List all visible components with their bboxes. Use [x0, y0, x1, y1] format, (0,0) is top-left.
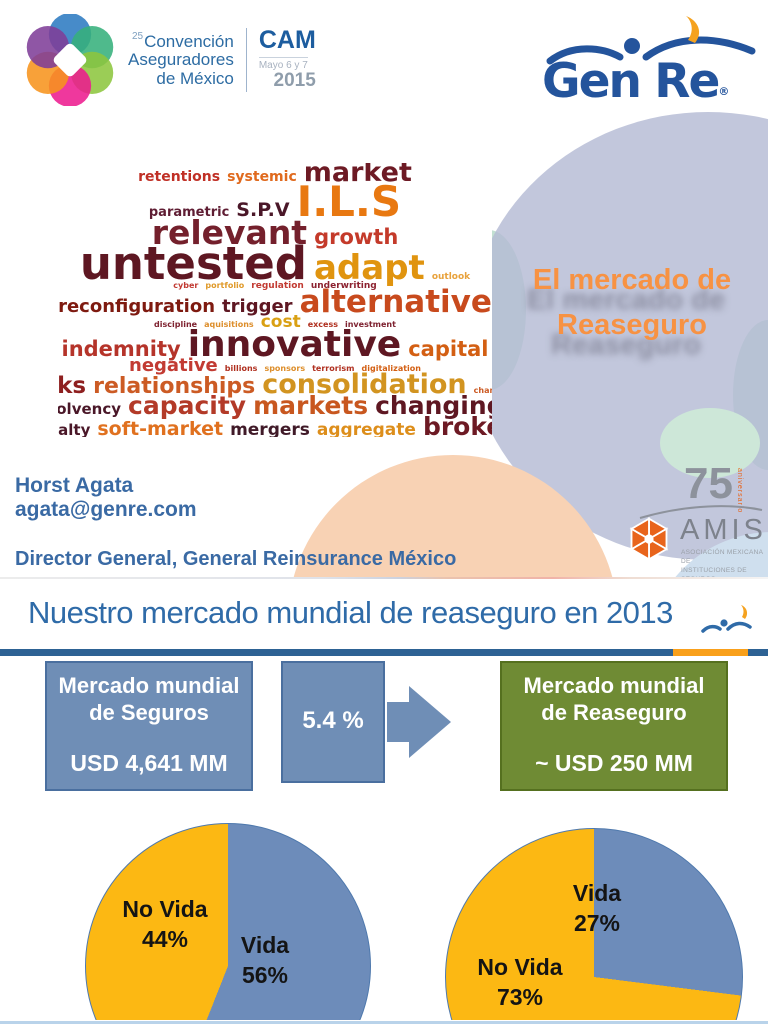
- wordcloud-word: brokers: [422, 411, 492, 437]
- wordcloud-word: indemnity: [61, 336, 181, 361]
- cam-logo-text: 25Convención Aseguradores de México: [128, 30, 234, 88]
- cam-line1: Convención: [144, 31, 234, 51]
- wordcloud-word: consolidation: [262, 369, 467, 401]
- genre-logo: Gen Re®: [540, 14, 765, 110]
- amis-caption: ASOCIACIÓN MEXICANA DE INSTITUCIONES DE …: [681, 549, 763, 577]
- reinsurance-market-box: Mercado mundial de Reaseguro ~ USD 250 M…: [500, 661, 728, 791]
- pie1-novida-label: No Vida 44%: [122, 896, 208, 952]
- amis-anniversary-label: aniversario: [736, 468, 743, 514]
- pie2-novida-label: No Vida 73%: [477, 954, 563, 1010]
- amis-logo: 75 aniversario AMIS ASOCIACIÓN MEXICANA …: [612, 460, 768, 577]
- insurance-box-value: USD 4,641 MM: [70, 750, 228, 776]
- wordcloud-word: retentions: [138, 169, 221, 186]
- cam-line3: de México: [156, 68, 234, 88]
- wordcloud-word: mergers: [230, 419, 310, 437]
- wordcloud-word: alternative: [299, 284, 492, 321]
- slide1-title-line2: Reaseguro: [557, 308, 707, 341]
- bottom-footer-strip: [0, 1021, 768, 1024]
- cam-edition: 25: [131, 30, 144, 42]
- wordcloud-word: cyber: [173, 281, 199, 291]
- pie1-vida-label: Vida 56%: [240, 932, 290, 988]
- wordcloud-word: aquisitions: [204, 319, 254, 329]
- wordcloud-word: digitalization: [361, 364, 421, 374]
- reinsurance-box-value: ~ USD 250 MM: [535, 750, 693, 776]
- slide1-title-line1: El mercado de: [532, 264, 732, 296]
- wordcloud-word: investment: [344, 319, 396, 329]
- wordcloud-word: reconfiguration: [58, 296, 216, 318]
- pie2-vida-label: Vida 27%: [572, 880, 622, 936]
- wordcloud-word: S.P.V: [236, 198, 290, 221]
- wordcloud-word: soft-market: [97, 417, 224, 437]
- cam-dates: Mayo 6 y 7: [258, 57, 308, 71]
- contact-name: Horst Agata: [15, 474, 134, 497]
- wordcloud-word: discipline: [154, 319, 198, 329]
- insurance-box-line1: Mercado mundial: [58, 673, 240, 698]
- slide1-title: El mercado de Reaseguro: [502, 258, 762, 348]
- growth-arrow-stem: [387, 702, 409, 742]
- wordcloud-word: market: [303, 163, 412, 189]
- wordcloud-word: risks: [58, 373, 87, 400]
- wordcloud-word: markets: [253, 391, 369, 421]
- wordcloud-word: excess: [307, 319, 338, 329]
- slide-divider: [0, 577, 768, 579]
- cam-year: 2015: [273, 70, 316, 92]
- wordcloud-word: cost: [260, 311, 301, 332]
- insurance-box-line2: de Seguros: [89, 699, 209, 725]
- title-rule: [0, 649, 768, 656]
- slide-2: Nuestro mercado mundial de reaseguro en …: [0, 579, 768, 1020]
- wordcloud-word: billions: [224, 364, 258, 374]
- genre-mark-icon: [701, 605, 752, 633]
- amis-anniversary: 75: [684, 459, 733, 508]
- cam-divider-line: [245, 28, 247, 92]
- registered-mark: ®: [718, 85, 730, 98]
- cam-acronym: CAM: [258, 26, 316, 55]
- slide2-title: Nuestro mercado mundial de reaseguro en …: [28, 595, 673, 630]
- wordcloud-word: champagne: [473, 386, 492, 396]
- contact-email: agata@genre.com: [15, 498, 197, 522]
- contact-block: Horst Agata agata@genre.com Director Gen…: [15, 474, 456, 571]
- genre-logo-text: Gen Re: [542, 54, 720, 109]
- wordcloud-word: capital: [408, 336, 489, 361]
- amis-swoosh-icon: [639, 505, 763, 519]
- growth-arrow-box: 5.4 %: [281, 661, 385, 783]
- wordcloud-word: outlook: [431, 272, 471, 283]
- cam-pinwheel-icon: [24, 13, 116, 107]
- wordcloud-word: regulation: [251, 281, 304, 292]
- contact-role: Director General, General Reinsurance Mé…: [15, 548, 457, 571]
- genre-swoosh-icon: [546, 16, 756, 65]
- wordcloud-word: sponsors: [264, 364, 306, 374]
- wordcloud-word: underwriting: [310, 281, 377, 292]
- reinsurance-box-line2: de Reaseguro: [541, 699, 687, 725]
- amis-name: AMIS: [680, 514, 767, 546]
- wordcloud: retentions systemic market parametric S.P.V I…: [58, 163, 492, 437]
- cam-logo: 25Convención Aseguradores de México CAM …: [24, 13, 316, 107]
- wordcloud-word: systemic: [227, 169, 297, 186]
- wordcloud-word: growth: [314, 224, 399, 249]
- wordcloud-word: untested: [79, 237, 307, 291]
- wordcloud-word: parametric: [148, 204, 230, 220]
- slide-1: 25Convención Aseguradores de México CAM …: [15, 13, 768, 577]
- wordcloud-word: I.L.S: [296, 176, 402, 226]
- wordcloud-word: capacity: [128, 391, 247, 421]
- wordcloud-word: terrorism: [312, 364, 355, 374]
- wordcloud-word: changing: [375, 391, 492, 421]
- wordcloud-word: innovative: [187, 323, 402, 365]
- wordcloud-word: portfolio: [205, 281, 245, 291]
- cam-line2: Aseguradores: [128, 50, 234, 70]
- growth-rate: 5.4 %: [302, 707, 364, 734]
- wordcloud-word: negative: [129, 355, 218, 377]
- growth-arrow-head: [409, 686, 451, 758]
- reinsurance-box-line1: Mercado mundial: [523, 673, 705, 698]
- wordcloud-word: aggregate: [316, 419, 416, 437]
- wordcloud-word: relationships: [93, 374, 256, 400]
- amis-pinwheel-icon: [629, 517, 669, 561]
- wordcloud-word: relevant: [151, 212, 308, 252]
- wordcloud-word: trigger: [222, 296, 293, 318]
- wordcloud-word: Solvency: [58, 400, 122, 419]
- wordcloud-word: casualty: [58, 420, 91, 437]
- wordcloud-word: adapt: [313, 248, 425, 289]
- title-rule-orange-segment: [673, 649, 748, 656]
- insurance-market-box: Mercado mundial de Seguros USD 4,641 MM: [45, 661, 253, 791]
